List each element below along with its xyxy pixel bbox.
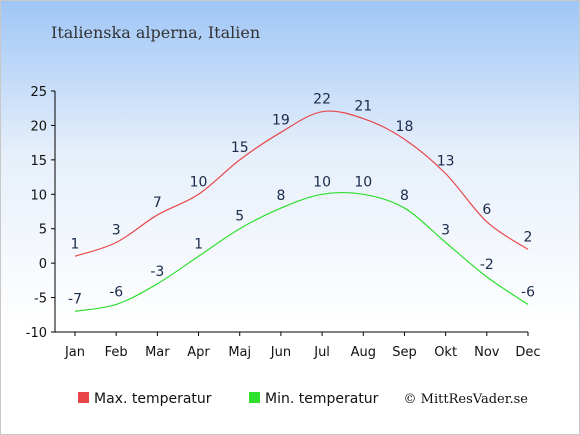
min-data-label: 10: [313, 174, 331, 190]
x-tick-label: Dec: [515, 345, 540, 360]
max-data-label: 13: [437, 154, 455, 170]
x-tick-label: Aug: [351, 345, 376, 360]
legend-label-max: Max. temperatur: [94, 391, 212, 407]
y-tick-label: 20: [30, 119, 47, 134]
max-data-label: 3: [112, 222, 121, 238]
x-tick-label: Jan: [64, 345, 85, 360]
y-tick-label: 5: [39, 223, 47, 238]
min-data-label: 5: [235, 209, 244, 225]
chart-title: Italienska alperna, Italien: [51, 23, 260, 42]
series-lines: [74, 110, 529, 312]
max-temperature-line: [74, 110, 529, 257]
min-data-label: 1: [194, 236, 203, 252]
min-data-label: -6: [109, 284, 123, 300]
min-data-label: 8: [276, 188, 285, 204]
min-data-label: -3: [150, 264, 164, 280]
max-data-label: 2: [524, 229, 533, 245]
min-data-label: 3: [441, 222, 450, 238]
min-data-label: -2: [480, 257, 494, 273]
y-tick-label: 0: [39, 257, 47, 272]
max-data-label: 1: [71, 236, 80, 252]
min-temperature-line: [74, 191, 529, 312]
x-tick-label: Jun: [270, 345, 291, 360]
max-data-label: 15: [231, 140, 249, 156]
legend-swatch-max: [78, 392, 89, 403]
credit-text: © MittResVader.se: [404, 392, 529, 407]
legend-swatch-min: [249, 392, 260, 403]
max-data-label: 10: [190, 174, 208, 190]
y-tick-label: 15: [30, 154, 47, 169]
legend-label-min: Min. temperatur: [265, 391, 379, 407]
min-data-label: -7: [68, 291, 82, 307]
max-data-label: 18: [396, 119, 414, 135]
x-tick-label: Okt: [434, 345, 457, 360]
max-data-label: 7: [153, 195, 162, 211]
max-data-label: 21: [354, 99, 372, 115]
x-tick-label: Jul: [313, 345, 330, 360]
x-tick-label: Apr: [187, 345, 210, 360]
x-tick-label: Mar: [145, 345, 170, 360]
y-tick-label: -5: [34, 292, 47, 307]
max-data-label: 22: [313, 92, 331, 108]
min-data-label: 10: [354, 174, 372, 190]
x-tick-label: Sep: [392, 345, 417, 360]
y-tick-label: -10: [26, 326, 47, 341]
x-tick-label: Maj: [228, 345, 251, 360]
max-data-label: 6: [482, 202, 491, 218]
legend: Max. temperatur Min. temperatur: [78, 391, 379, 407]
min-data-label: -6: [521, 284, 535, 300]
x-tick-label: Nov: [474, 345, 500, 360]
max-data-label: 19: [272, 112, 290, 128]
x-tick-label: Feb: [105, 345, 128, 360]
y-tick-label: 10: [30, 188, 47, 203]
min-data-label: 8: [400, 188, 409, 204]
y-tick-label: 25: [30, 85, 47, 100]
